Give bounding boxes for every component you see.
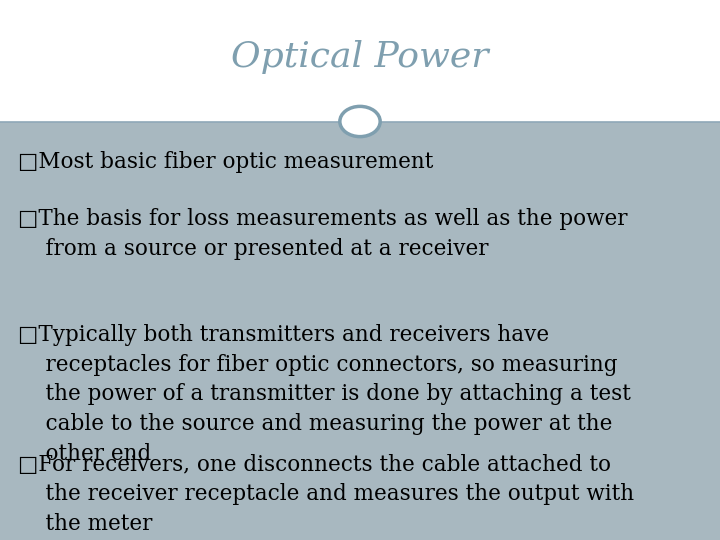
FancyBboxPatch shape — [0, 0, 720, 122]
Text: □The basis for loss measurements as well as the power
    from a source or prese: □The basis for loss measurements as well… — [18, 208, 628, 260]
FancyBboxPatch shape — [0, 122, 720, 540]
Text: □For receivers, one disconnects the cable attached to
    the receiver receptacl: □For receivers, one disconnects the cabl… — [18, 454, 634, 535]
Circle shape — [340, 106, 380, 137]
Text: Optical Power: Optical Power — [231, 40, 489, 73]
Text: □Typically both transmitters and receivers have
    receptacles for fiber optic : □Typically both transmitters and receive… — [18, 324, 631, 464]
Text: □Most basic fiber optic measurement: □Most basic fiber optic measurement — [18, 151, 433, 173]
